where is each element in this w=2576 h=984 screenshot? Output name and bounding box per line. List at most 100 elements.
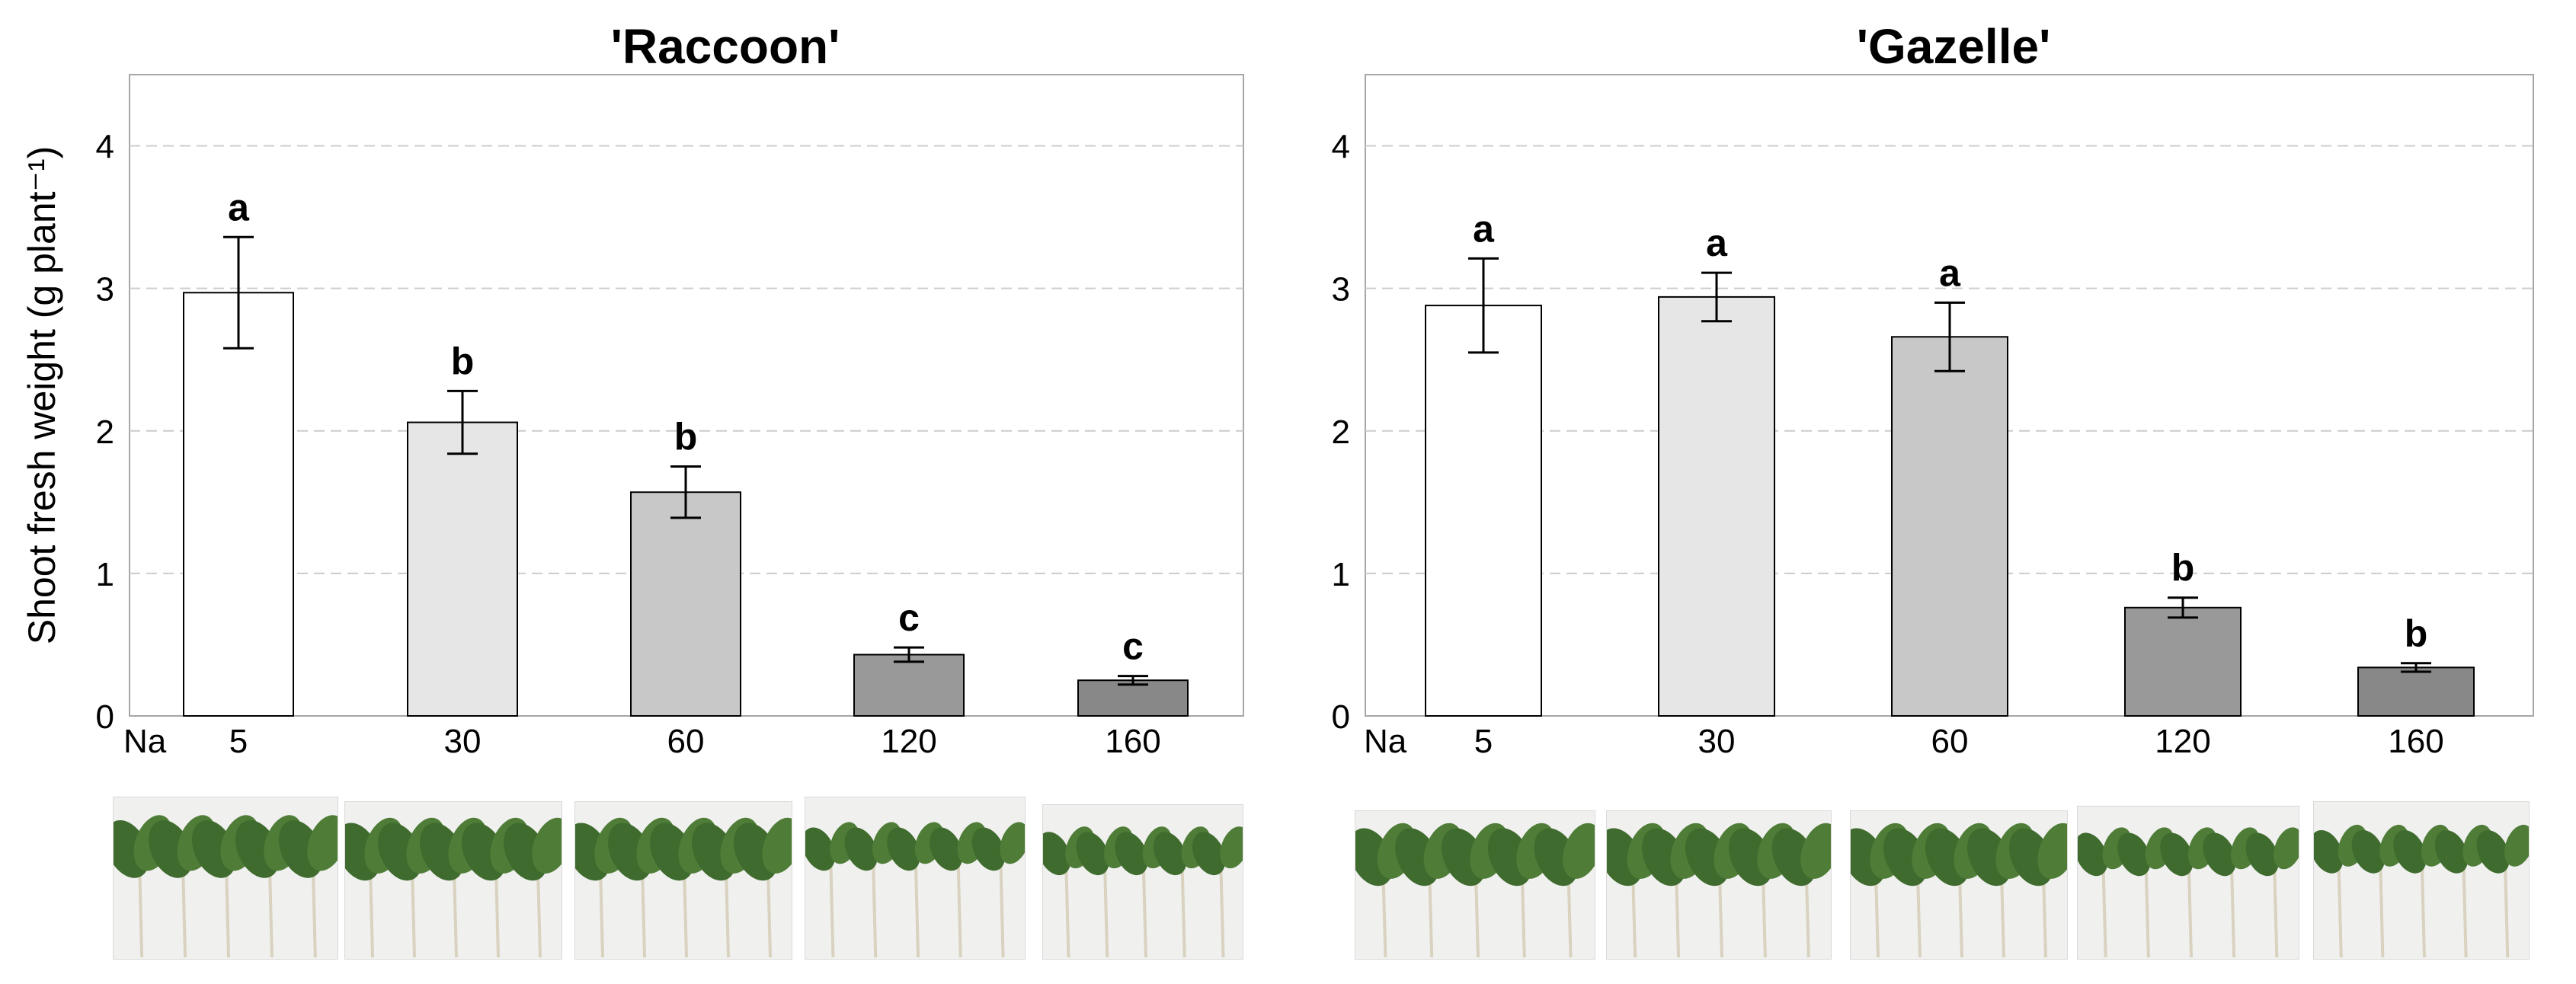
- seedling-stem: [2504, 868, 2510, 958]
- seedling-stem: [956, 865, 962, 958]
- x-tick-label: 160: [1105, 723, 1160, 760]
- seedling-photo-raccoon-160: [1042, 804, 1243, 960]
- seedling-leaf: [2393, 829, 2427, 874]
- seedling-stem: [1381, 874, 1387, 958]
- seedling-stem: [2000, 874, 2005, 958]
- seedling-leaf: [307, 815, 338, 871]
- seedling-photo-gazelle-120: [2077, 806, 2299, 960]
- seedling-leaf: [1562, 823, 1595, 879]
- seedling-photo-raccoon-30: [344, 801, 562, 960]
- seedling-stem: [1916, 874, 1922, 958]
- seedling-stem: [1219, 870, 1225, 958]
- seedling-leaf: [1043, 832, 1071, 876]
- seedling-stem: [1566, 874, 1573, 958]
- seedling-stem: [641, 868, 646, 958]
- x-tick-label: 5: [1474, 723, 1493, 760]
- seedling-stem: [311, 865, 317, 958]
- significance-letter: a: [1706, 222, 1728, 264]
- seedling-stem: [1718, 874, 1723, 958]
- seedling-leaf: [2274, 827, 2299, 870]
- seedling-leaf: [762, 817, 792, 874]
- x-axis-label: Na: [1364, 723, 1407, 760]
- seedling-photo-raccoon-60: [574, 801, 792, 960]
- seedling-stem: [2379, 868, 2385, 958]
- seedlings-illustration: [1851, 823, 2067, 958]
- bar: [1077, 679, 1189, 717]
- seedling-stem: [1675, 874, 1681, 958]
- seedling-stem: [2042, 874, 2047, 958]
- x-tick-label: 5: [229, 723, 248, 760]
- seedling-leaf: [1000, 822, 1025, 864]
- seedling-stem: [683, 868, 688, 958]
- seedling-stem: [872, 865, 878, 958]
- seedling-stem: [1180, 870, 1186, 958]
- seedling-photo-gazelle-160: [2313, 801, 2530, 960]
- seedling-photo-raccoon-5: [113, 797, 338, 960]
- seedling-leaf: [2476, 829, 2510, 874]
- seedling-leaf: [2245, 832, 2280, 877]
- bar: [407, 421, 518, 717]
- seedlings-illustration: [1043, 826, 1243, 958]
- bar: [630, 491, 741, 717]
- seedling-stem: [1761, 874, 1767, 958]
- seedling-stem: [1064, 870, 1070, 958]
- seedling-stem: [725, 868, 730, 958]
- seedling-leaf: [1800, 823, 1831, 879]
- seedling-stem: [181, 865, 187, 958]
- significance-letter: c: [1122, 625, 1144, 668]
- seedling-leaf: [2351, 829, 2386, 874]
- x-axis-label: Na: [123, 723, 167, 760]
- seedling-leaf: [2117, 832, 2151, 877]
- y-tick-label: 4: [1332, 129, 1350, 166]
- seedling-leaf: [2078, 832, 2108, 877]
- seedling-stem: [536, 868, 542, 958]
- chart-title: 'Raccoon': [611, 19, 840, 74]
- seedling-stem: [2462, 868, 2468, 958]
- significance-letter: a: [1939, 251, 1961, 294]
- seedling-stem: [1631, 874, 1637, 958]
- seedlings-illustration: [575, 817, 792, 958]
- seedling-stem: [267, 865, 274, 958]
- y-tick-label: 1: [1332, 556, 1350, 593]
- seedling-leaf: [1220, 826, 1243, 869]
- seedlings-illustration: [2314, 824, 2529, 958]
- seedling-stem: [2144, 871, 2150, 958]
- seedling-stem: [829, 865, 835, 958]
- seedlings-illustration: [1607, 823, 1831, 958]
- seedling-stem: [1428, 874, 1434, 958]
- significance-letter: a: [228, 186, 250, 228]
- y-tick-label: 3: [1332, 271, 1350, 308]
- seedling-leaf: [2037, 823, 2067, 879]
- x-tick-label: 120: [881, 723, 936, 760]
- seedlings-illustration: [805, 822, 1025, 958]
- seedling-leaf: [1192, 832, 1226, 876]
- significance-letter: b: [2171, 547, 2195, 589]
- seedling-stem: [599, 868, 604, 958]
- seedling-leaf: [1076, 832, 1109, 876]
- y-axis-label: Shoot fresh weight (g plant⁻¹): [21, 146, 63, 645]
- y-tick-label: 2: [1332, 414, 1350, 451]
- seedling-stem: [999, 865, 1005, 958]
- seedling-photo-raccoon-120: [805, 797, 1026, 960]
- seedling-leaf: [2203, 832, 2236, 877]
- x-tick-label: 60: [1931, 723, 1969, 760]
- seedling-stem: [2101, 871, 2107, 958]
- seedling-photo-gazelle-30: [1606, 810, 1832, 960]
- bar: [1425, 305, 1542, 717]
- seedling-stem: [225, 865, 230, 958]
- seedling-leaf: [844, 827, 878, 871]
- seedling-leaf: [805, 827, 836, 871]
- y-tick-label: 1: [96, 556, 114, 593]
- significance-letter: a: [1473, 207, 1495, 250]
- seedling-stem: [1103, 870, 1109, 958]
- seedlings-illustration: [1355, 823, 1595, 958]
- seedling-leaf: [887, 827, 920, 871]
- significance-letter: b: [674, 416, 698, 458]
- y-tick-label: 2: [96, 414, 114, 451]
- seedling-stem: [2337, 868, 2343, 958]
- significance-letter: b: [2405, 612, 2428, 655]
- bar: [1658, 296, 1775, 717]
- bar: [2357, 666, 2475, 717]
- x-tick-label: 30: [1698, 723, 1736, 760]
- seedling-stem: [1874, 874, 1880, 958]
